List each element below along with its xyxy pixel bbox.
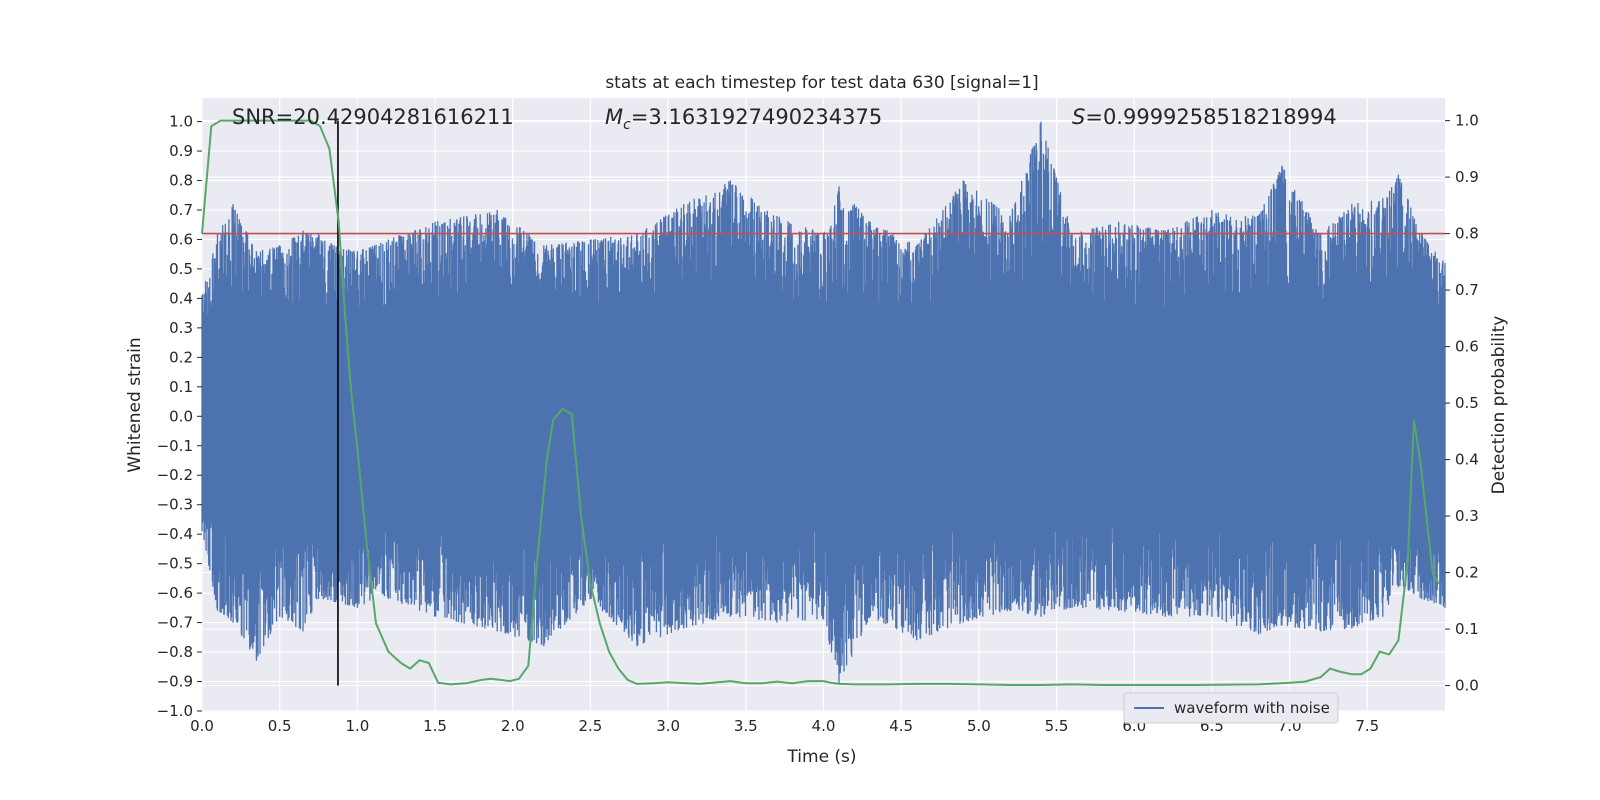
x-tick-label: 3.5 [734,717,758,735]
y-tick-label: 0.3 [169,319,193,337]
y-tick-label: −0.4 [157,525,193,543]
score-annotation: S=0.9999258518218994 [1072,105,1337,129]
x-tick-label: 0.0 [190,717,214,735]
y-right-tick-label: 0.3 [1455,507,1479,525]
y-left-tick-labels: 1.0 0.9 0.8 0.7 0.6 0.5 0.4 0.3 0.2 0.1 0.0 −0.1 −0.… [157,113,202,720]
x-tick-label: 4.5 [889,717,913,735]
y-tick-label: 0.8 [169,172,193,190]
x-tick-label: 5.5 [1045,717,1069,735]
y-right-axis-label: Detection probability [1489,316,1509,495]
y-tick-label: −0.7 [157,614,193,632]
y-right-tick-label: 1.0 [1455,112,1479,130]
y-right-tick-label: 0.8 [1455,225,1479,243]
waveform-series [201,121,1446,685]
x-tick-label: 3.0 [656,717,680,735]
y-axis-label: Whitened strain [125,337,145,472]
y-tick-label: 0.2 [169,348,193,366]
y-tick-label: 0.9 [169,142,193,160]
y-tick-label: 0.1 [169,378,193,396]
y-tick-label: −0.6 [157,584,193,602]
x-tick-label: 1.5 [423,717,447,735]
y-tick-label: 1.0 [169,113,193,131]
y-tick-label: 0.6 [169,230,193,248]
y-right-tick-label: 0.6 [1455,338,1479,356]
snr-annotation: SNR=20.42904281616211 [232,105,514,129]
y-right-tick-label: 0.0 [1455,677,1479,695]
y-tick-label: 0.4 [169,289,193,307]
x-axis-label: Time (s) [786,747,856,767]
y-right-tick-label: 0.4 [1455,451,1479,469]
x-tick-label: 1.0 [345,717,369,735]
waveform-core [202,351,1445,482]
x-tick-label: 2.0 [501,717,525,735]
y-tick-label: −0.9 [157,673,193,691]
x-tick-label: 4.0 [812,717,836,735]
x-tick-label: 5.0 [967,717,991,735]
y-tick-label: −1.0 [157,702,193,720]
y-right-tick-label: 0.5 [1455,394,1479,412]
y-tick-label: −0.3 [157,496,193,514]
chirp-mass-annotation: Mc=3.1631927490234375 [605,105,882,133]
y-tick-label: 0.0 [169,407,193,425]
y-tick-label: −0.1 [157,437,193,455]
y-tick-label: −0.5 [157,555,193,573]
y-tick-label: 0.7 [169,201,193,219]
probability-line [201,119,1440,686]
y-right-tick-label: 0.1 [1455,620,1479,638]
x-tick-label: 7.5 [1355,717,1379,735]
y-tick-label: −0.2 [157,466,193,484]
y-tick-label: −0.8 [157,643,193,661]
x-tick-label: 2.5 [579,717,603,735]
legend: waveform with noise [1123,692,1339,724]
x-tick-label: 0.5 [268,717,292,735]
y-right-tick-labels: 1.0 0.9 0.8 0.7 0.6 0.5 0.4 0.3 0.2 0.1 0.0 [1445,112,1479,695]
y-right-tick-label: 0.2 [1455,564,1479,582]
probability-series [201,119,1440,686]
legend-entry-waveform: waveform with noise [1174,699,1330,717]
y-right-tick-label: 0.7 [1455,281,1479,299]
y-right-tick-label: 0.9 [1455,168,1479,186]
y-tick-label: 0.5 [169,260,193,278]
legend-box [1123,692,1339,724]
chart-title: stats at each timestep for test data 630… [605,73,1038,93]
